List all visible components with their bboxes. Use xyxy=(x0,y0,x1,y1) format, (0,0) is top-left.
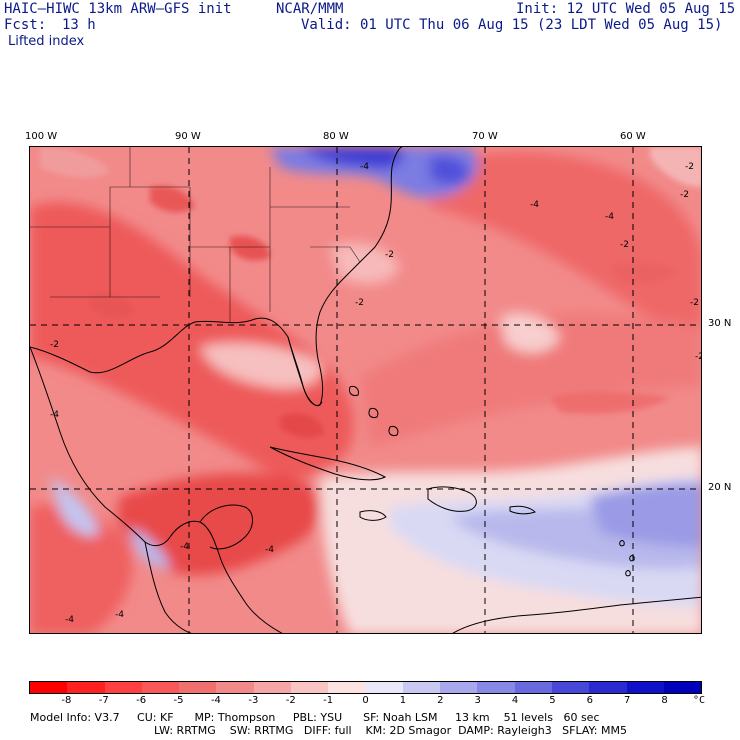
colorbar-tick-label: 5 xyxy=(549,695,556,706)
colorbar-swatch xyxy=(663,682,702,693)
political-borders xyxy=(30,147,361,322)
colorbar-tick-label: 6 xyxy=(586,695,594,706)
model-info-line-2: LW: RRTMG SW: RRTMG DIFF: full KM: 2D Sm… xyxy=(154,724,627,737)
fcst-hour: 13 h xyxy=(62,17,96,33)
colorbar-swatch xyxy=(290,682,329,693)
colorbar-tick-label: -3 xyxy=(248,695,259,706)
colorbar-swatch xyxy=(179,682,217,693)
colorbar-swatch xyxy=(589,682,627,693)
colorbar-tick-label: -4 xyxy=(210,695,221,706)
lon-label-70w: 70 W xyxy=(472,131,498,142)
contour-label: -4 xyxy=(50,410,59,420)
contour-label: -2 xyxy=(690,298,699,308)
contour-label: -2 xyxy=(680,190,689,200)
contour-label: -2 xyxy=(695,352,702,362)
contour-label: -2 xyxy=(685,162,694,172)
contour-label: -2 xyxy=(620,240,629,250)
lon-label-80w: 80 W xyxy=(323,131,349,142)
map-canvas: -2 -4 -2 -4 -2 -2 -2 -2 -4 -2 -4 -4 -4 -… xyxy=(30,147,702,633)
valid-time: Valid: 01 UTC Thu 06 Aug 15 (23 LDT Wed … xyxy=(301,17,723,33)
colorbar-swatch xyxy=(402,682,441,693)
contour-label: -4 xyxy=(65,615,74,625)
contour-label: -2 xyxy=(50,340,59,350)
colorbar-swatch xyxy=(477,682,515,693)
colorbar-tick-label: 7 xyxy=(624,695,631,706)
colorbar-tick-label: 1 xyxy=(399,695,407,706)
colorbar-ticks: -8 -7 -6 -5 -4 -3 -2 -1 0 1 2 3 4 5 6 7 8 xyxy=(29,695,702,707)
contour-label: -4 xyxy=(115,610,124,620)
lifted-index-map: -2 -4 -2 -4 -2 -2 -2 -2 -4 -2 -4 -4 -4 -… xyxy=(29,146,702,634)
colorbar-swatch xyxy=(328,682,366,693)
colorbar-tick-label: 8 xyxy=(661,695,668,706)
contour-label: -2 xyxy=(385,250,394,260)
colorbar-unit: °C xyxy=(693,695,706,706)
lon-label-100w: 100 W xyxy=(25,131,58,142)
colorbar-tick-label: -7 xyxy=(98,695,109,706)
field-shading xyxy=(30,147,701,633)
field-texture xyxy=(40,147,701,438)
colorbar-tick-label: 0 xyxy=(362,695,369,706)
colorbar-swatch xyxy=(626,682,664,693)
contour-label: -4 xyxy=(360,162,369,172)
colorbar-swatch xyxy=(141,682,180,693)
field-name: Lifted index xyxy=(8,34,85,49)
colorbar-swatch xyxy=(440,682,478,693)
colorbar xyxy=(29,681,702,694)
colorbar-swatch xyxy=(216,682,254,693)
model-title: HAIC–HIWC 13km ARW–GFS init xyxy=(4,1,232,17)
lon-label-60w: 60 W xyxy=(620,131,646,142)
colorbar-swatch xyxy=(551,682,590,693)
colorbar-tick-label: -2 xyxy=(285,695,296,706)
colorbar-swatch xyxy=(365,682,403,693)
org-label: NCAR/MMM xyxy=(276,1,344,17)
fcst-label: Fcst: xyxy=(4,17,47,33)
colorbar-tick-label: -5 xyxy=(173,695,184,706)
contour-label: -4 xyxy=(265,545,274,555)
init-time: Init: 12 UTC Wed 05 Aug 15 xyxy=(516,1,736,17)
contour-label: -2 xyxy=(355,298,364,308)
coastlines xyxy=(30,147,701,633)
latlon-grid xyxy=(30,147,701,633)
lat-label-30n: 30 N xyxy=(708,318,732,329)
lat-label-20n: 20 N xyxy=(708,482,732,493)
colorbar-tick-label: 4 xyxy=(511,695,519,706)
lon-label-90w: 90 W xyxy=(175,131,201,142)
colorbar-swatch xyxy=(514,682,552,693)
colorbar-swatch xyxy=(104,682,142,693)
contour-label: -4 xyxy=(180,542,189,552)
model-info-line-1: Model Info: V3.7 CU: KF MP: Thompson PBL… xyxy=(30,711,600,724)
colorbar-tick-label: 2 xyxy=(437,695,444,706)
colorbar-swatch xyxy=(67,682,105,693)
colorbar-tick-label: 3 xyxy=(474,695,481,706)
contour-labels: -2 -4 -2 -4 -2 -2 -2 -2 -4 -2 -4 -4 -4 -… xyxy=(50,162,702,625)
colorbar-swatch xyxy=(253,682,291,693)
contour-label: -4 xyxy=(605,212,614,222)
colorbar-tick-label: -6 xyxy=(136,695,147,706)
colorbar-tick-label: -8 xyxy=(61,695,72,706)
contour-label: -4 xyxy=(530,200,539,210)
colorbar-swatch xyxy=(30,682,68,693)
colorbar-tick-label: -1 xyxy=(323,695,334,706)
